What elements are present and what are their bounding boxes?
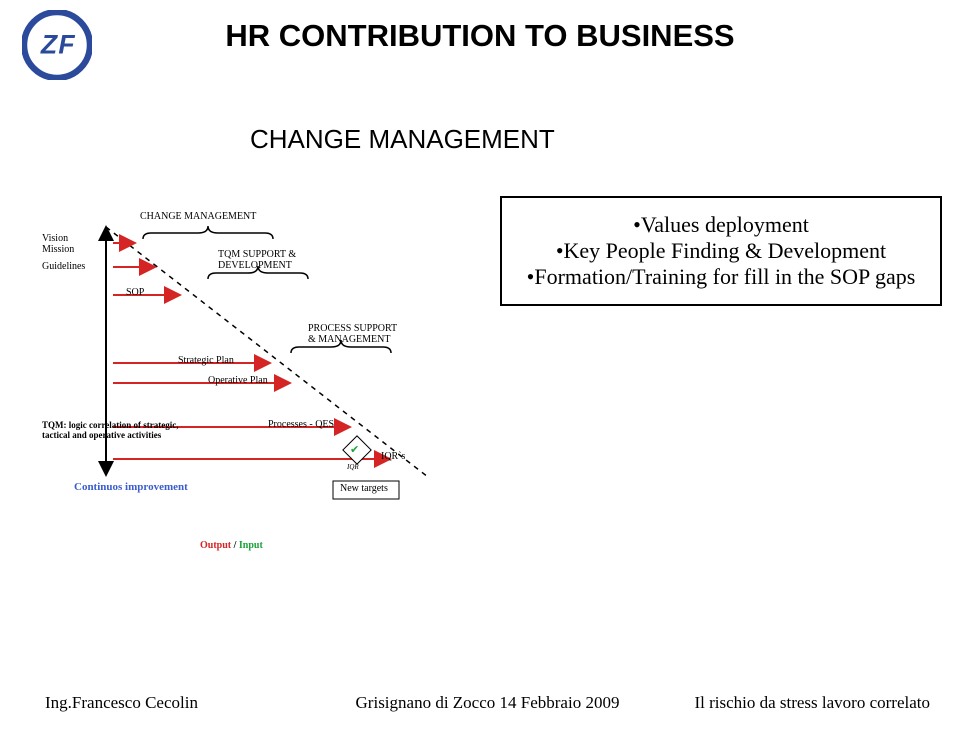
values-line-1: •Values deployment <box>522 212 920 238</box>
label-operative: Operative Plan <box>208 375 268 386</box>
values-line-2: •Key People Finding & Development <box>522 238 920 264</box>
tqm-diagram: ✔ IQR Vision Mission Guidelines SOP CHAN… <box>78 225 478 585</box>
label-output-input: Output / Input <box>190 529 263 562</box>
label-process-support: PROCESS SUPPORT & MANAGEMENT <box>308 323 397 345</box>
footer: Ing.Francesco Cecolin Grisignano di Zocc… <box>45 693 930 713</box>
label-vision: Vision Mission <box>42 233 74 255</box>
label-tqm-support: TQM SUPPORT & DEVELOPMENT <box>218 249 296 271</box>
label-new-targets: New targets <box>340 483 388 494</box>
label-change-mgmt: CHANGE MANAGEMENT <box>140 211 256 222</box>
subtitle: CHANGE MANAGEMENT <box>250 124 555 155</box>
label-continuos: Continuos improvement <box>74 481 188 493</box>
svg-text:✔: ✔ <box>350 444 359 456</box>
label-sop: SOP <box>126 287 144 298</box>
footer-center: Grisignano di Zocco 14 Febbraio 2009 <box>45 693 930 713</box>
label-strategic: Strategic Plan <box>178 355 234 366</box>
label-iqr-s: IQR`s <box>381 451 405 462</box>
label-processes-qes: Processes - QES <box>268 419 334 430</box>
values-line-3: •Formation/Training for fill in the SOP … <box>522 264 920 290</box>
label-guidelines: Guidelines <box>42 261 85 272</box>
page-title: HR CONTRIBUTION TO BUSINESS <box>0 18 960 54</box>
iqr-diamond-label: IQR <box>346 463 359 471</box>
label-tqm-logic: TQM: logic correlation of strategic, tac… <box>42 421 179 441</box>
